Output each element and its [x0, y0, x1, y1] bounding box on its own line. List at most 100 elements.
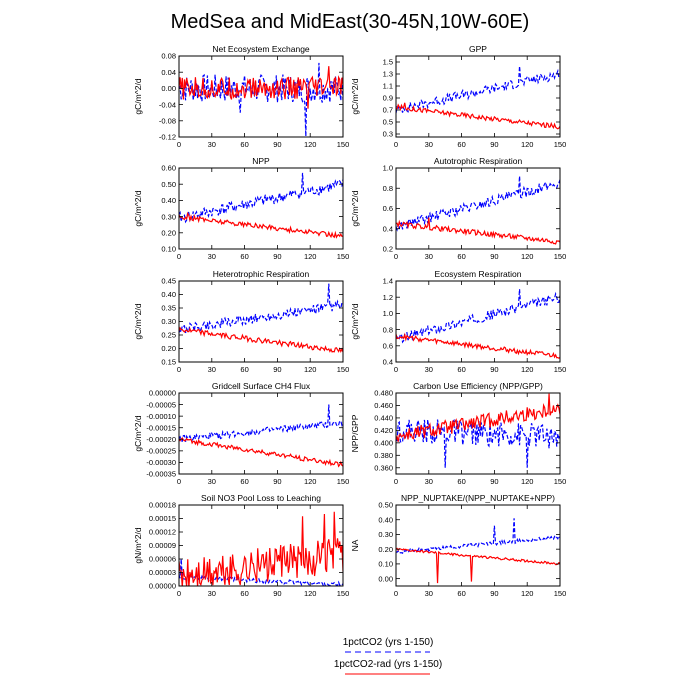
- y-tick-label: 0.00: [378, 574, 393, 583]
- y-tick-label: 0.380: [374, 451, 393, 460]
- y-tick-label: 0.480: [374, 389, 393, 398]
- series-1pctCO2-rad: [179, 211, 343, 239]
- series-1pctCO2: [396, 66, 560, 114]
- y-tick-label: 0.25: [161, 331, 176, 340]
- y-tick-label: -0.12: [159, 133, 176, 142]
- y-tick-label: 0.30: [161, 317, 176, 326]
- y-tick-label: 0.04: [161, 68, 176, 77]
- y-tick-label: 0.3: [383, 130, 393, 139]
- panel-3: NPP gC/m^2/d 0 30 60 90 120 150 0.10 0.20 0.30 0.40…: [133, 156, 349, 261]
- x-tick-label: 90: [273, 477, 281, 486]
- series-1pctCO2-rad: [396, 217, 560, 245]
- y-tick-label: -0.00020: [146, 435, 176, 444]
- panel-9: Soil NO3 Pool Loss to Leaching gN/m^2/d 0 3…: [133, 493, 349, 598]
- x-tick-label: 90: [490, 252, 498, 261]
- plot-frame: [395, 55, 561, 138]
- y-axis-label: gC/m^2/d: [350, 78, 360, 114]
- panel-title: Net Ecosystem Exchange: [212, 44, 310, 54]
- x-tick-label: 30: [208, 252, 216, 261]
- y-tick-label: 0.40: [161, 290, 176, 299]
- x-tick-label: 120: [521, 477, 534, 486]
- y-tick-label: 0.6: [383, 204, 393, 213]
- series-1pctCO2: [179, 404, 343, 443]
- panel-title: Gridcell Surface CH4 Flux: [212, 381, 311, 391]
- plot-frame: [178, 392, 344, 475]
- y-tick-label: 0.00000: [149, 389, 176, 398]
- y-tick-label: 0.360: [374, 463, 393, 472]
- y-tick-label: -0.04: [159, 100, 176, 109]
- x-tick-label: 60: [457, 589, 465, 598]
- x-tick-label: 120: [521, 140, 534, 149]
- x-tick-label: 150: [337, 589, 350, 598]
- y-axis-label: gN/m^2/d: [133, 527, 143, 563]
- panel-title: Carbon Use Efficiency (NPP/GPP): [413, 381, 543, 391]
- x-tick-label: 90: [273, 589, 281, 598]
- y-tick-label: 0.5: [383, 118, 393, 127]
- x-tick-label: 60: [240, 140, 248, 149]
- y-axis-label: gC/m^2/d: [133, 78, 143, 114]
- y-tick-label: 1.5: [383, 58, 393, 67]
- panel-10: NPP_NUPTAKE/(NPP_NUPTAKE+NPP) NA 0 30 60 90 12…: [350, 493, 566, 598]
- panel-1: Net Ecosystem Exchange gC/m^2/d 0 30 60 90 120…: [133, 44, 349, 149]
- x-tick-label: 0: [177, 589, 181, 598]
- y-tick-label: -0.00010: [146, 412, 176, 421]
- y-tick-label: 0.10: [378, 560, 393, 569]
- y-axis-label: gC/m^2/d: [133, 303, 143, 339]
- y-axis-label: gC/m^2/d: [133, 190, 143, 226]
- series-1pctCO2-rad: [396, 102, 560, 130]
- y-tick-label: 0.30: [378, 530, 393, 539]
- y-tick-label: 0.400: [374, 439, 393, 448]
- y-tick-label: 1.0: [383, 309, 393, 318]
- x-tick-label: 60: [240, 477, 248, 486]
- y-tick-label: 0.7: [383, 106, 393, 115]
- series-1pctCO2: [179, 283, 343, 334]
- panel-title: NPP_NUPTAKE/(NPP_NUPTAKE+NPP): [401, 493, 555, 503]
- x-tick-label: 0: [394, 252, 398, 261]
- y-tick-label: 0.9: [383, 94, 393, 103]
- x-tick-label: 120: [304, 589, 317, 598]
- y-tick-label: 0.30: [161, 212, 176, 221]
- x-tick-label: 0: [394, 140, 398, 149]
- y-tick-label: 0.20: [161, 344, 176, 353]
- series-group: [179, 172, 343, 239]
- series-group: [396, 289, 560, 359]
- y-tick-label: 0.20: [161, 229, 176, 238]
- y-tick-label: 0.00012: [149, 528, 176, 537]
- y-tick-label: 0.00018: [149, 501, 176, 510]
- x-tick-label: 0: [394, 589, 398, 598]
- series-1pctCO2: [179, 172, 343, 224]
- x-tick-label: 0: [177, 477, 181, 486]
- plot-frame: [178, 55, 344, 138]
- y-tick-label: 0.6: [383, 342, 393, 351]
- y-tick-label: -0.00015: [146, 423, 176, 432]
- x-tick-label: 120: [304, 477, 317, 486]
- y-tick-label: 1.2: [383, 293, 393, 302]
- x-tick-label: 30: [425, 365, 433, 374]
- plot-frame: [178, 280, 344, 363]
- x-tick-label: 150: [337, 477, 350, 486]
- legend-label-2: 1pctCO2-rad (yrs 1-150): [334, 659, 442, 670]
- series-group: [396, 393, 560, 468]
- y-tick-label: -0.00005: [146, 400, 176, 409]
- y-axis-label: gC/m^2/d: [133, 415, 143, 451]
- series-1pctCO2-rad: [179, 436, 343, 468]
- x-tick-label: 150: [554, 140, 567, 149]
- x-tick-label: 0: [394, 365, 398, 374]
- x-tick-label: 30: [425, 140, 433, 149]
- y-tick-label: 0.8: [383, 184, 393, 193]
- series-group: [179, 511, 343, 586]
- y-tick-label: 0.00015: [149, 514, 176, 523]
- y-tick-label: 1.4: [383, 277, 393, 286]
- x-tick-label: 150: [337, 252, 350, 261]
- y-tick-label: 0.00003: [149, 568, 176, 577]
- series-1pctCO2: [179, 62, 343, 137]
- panel-2: GPP gC/m^2/d 0 30 60 90 120 150 0.3 0.5 0.7 0.9 1.1 1…: [350, 44, 566, 149]
- y-tick-label: 0.00006: [149, 555, 176, 564]
- y-tick-label: 0.00: [161, 84, 176, 93]
- series-1pctCO2: [396, 418, 560, 468]
- x-tick-label: 30: [208, 589, 216, 598]
- y-tick-label: -0.08: [159, 117, 176, 126]
- plot-frame: [395, 280, 561, 363]
- panel-4: Autotrophic Respiration gC/m^2/d 0 30 60 90 12…: [350, 156, 566, 261]
